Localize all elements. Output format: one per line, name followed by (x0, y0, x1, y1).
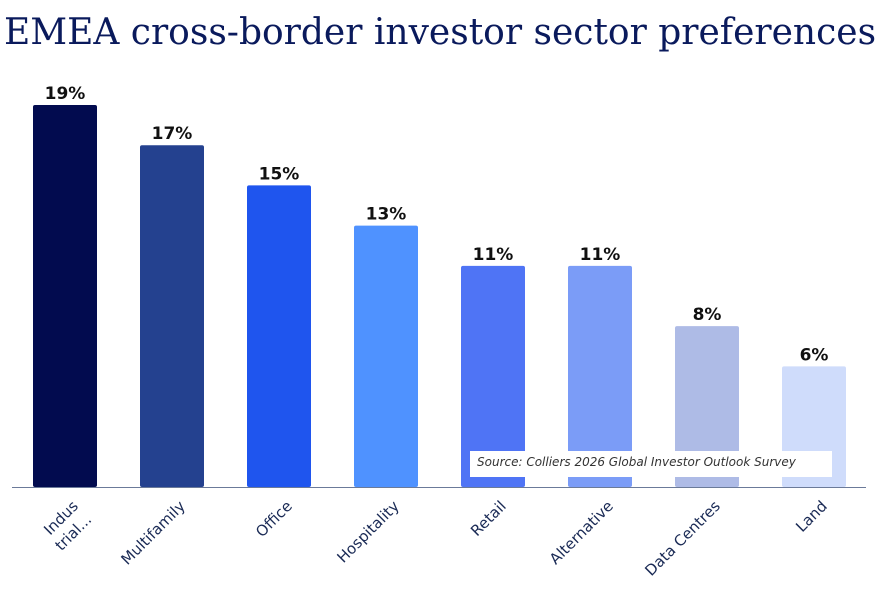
x-tick-label-5: Alternative (546, 497, 617, 568)
x-tick-label-7: Land (792, 497, 831, 536)
bar-1 (140, 145, 204, 488)
data-label-3: 13% (366, 205, 407, 225)
x-tick-label-3: Hospitality (333, 497, 402, 566)
bar-0 (33, 105, 97, 487)
source-note: Source: Colliers 2026 Global Investor Ou… (470, 451, 832, 477)
chart-title: EMEA cross-border investor sector prefer… (3, 12, 877, 53)
data-label-6: 8% (693, 305, 722, 325)
data-label-7: 6% (800, 345, 829, 365)
data-label-0: 19% (45, 84, 86, 104)
data-label-5: 11% (580, 245, 621, 265)
x-tick-label-4: Retail (467, 497, 510, 540)
x-tick-label-6: Data Centres (641, 497, 724, 580)
data-label-1: 17% (152, 124, 193, 144)
x-tick-label-2: Office (252, 497, 296, 541)
data-label-2: 15% (259, 164, 300, 184)
bar-4 (461, 265, 525, 487)
bar-5 (568, 265, 632, 487)
bar-2 (247, 185, 311, 487)
bar-6 (675, 326, 739, 487)
x-tick-label-0: Industrial... (38, 497, 95, 554)
x-tick-label-1: Multifamily (117, 497, 188, 568)
data-label-4: 11% (473, 245, 514, 265)
bar-3 (354, 225, 418, 487)
